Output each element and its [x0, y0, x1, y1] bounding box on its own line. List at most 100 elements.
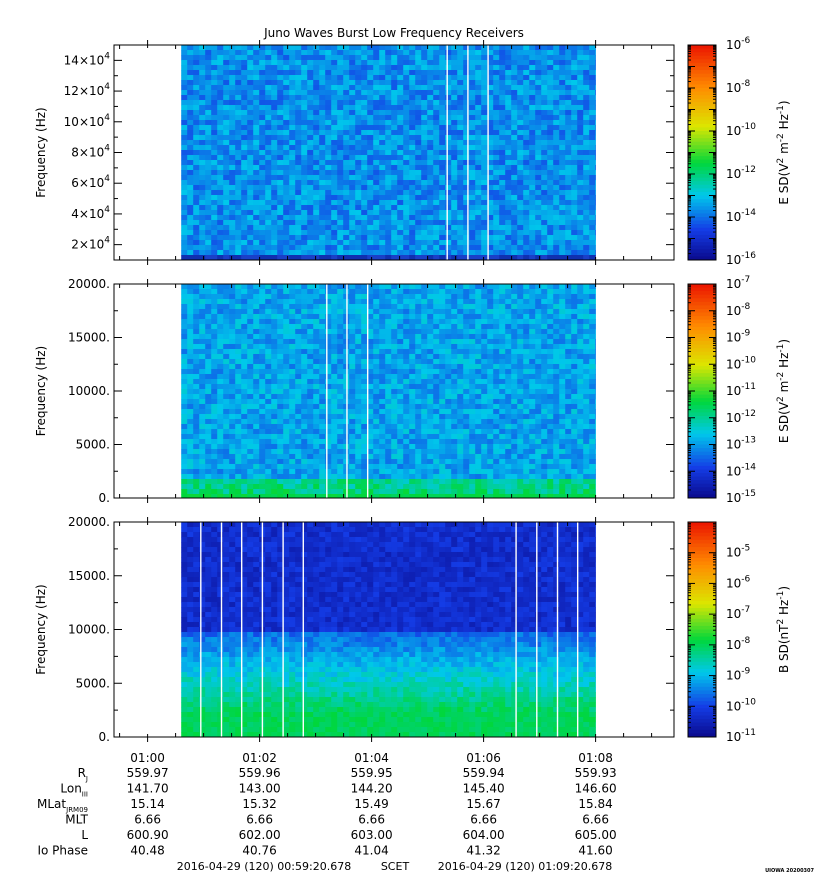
colorbar-strip — [688, 480, 716, 485]
colorbar-strip — [688, 383, 716, 388]
ephemeris-value: 559.93 — [575, 766, 617, 780]
ephemeris-label: L — [81, 828, 88, 842]
time-tick-label: 01:00 — [130, 751, 165, 765]
colorbar-strip — [688, 217, 716, 221]
colorbar-strip — [688, 138, 716, 143]
colorbar-strip — [688, 433, 716, 438]
colorbar-strip — [688, 59, 716, 64]
colorbar-strip — [688, 220, 716, 225]
panel-3-spectrogram — [181, 522, 596, 738]
colorbar-strip — [688, 105, 716, 110]
panel-1: 2×104 4×104 6×104 8×104 10×104 12×104 14×104 Fr… — [34, 36, 791, 267]
ephemeris-value: 6.66 — [582, 813, 609, 827]
figure-title: Juno Waves Burst Low Frequency Receivers — [263, 26, 524, 40]
y-tick-label: 20000. — [68, 277, 110, 291]
colorbar-strip — [688, 113, 716, 118]
time-tick-label: 01:08 — [578, 751, 613, 765]
colorbar-strip — [688, 294, 716, 299]
colorbar-strip — [688, 84, 716, 89]
colorbar-strip — [688, 312, 716, 317]
colorbar-strip — [688, 319, 716, 324]
ephemeris-value: 40.76 — [242, 844, 276, 858]
colorbar-title: E SD(V2 m-2 Hz-1) — [776, 339, 791, 443]
colorbar-strip — [688, 600, 716, 605]
colorbar-strip — [688, 316, 716, 321]
colorbar-strip — [688, 586, 716, 591]
ephemeris-value: 145.40 — [463, 782, 505, 796]
colorbar-strip — [688, 532, 716, 537]
ephemeris-value: 6.66 — [470, 813, 497, 827]
panel-1-colorbar: 10-16 10-14 10-12 10-10 10-8 10-6 E SD(V2 m-2 … — [687, 36, 791, 267]
colorbar-strip — [688, 326, 716, 331]
ephemeris-value: 141.70 — [127, 782, 169, 796]
colorbar-strip — [688, 199, 716, 204]
colorbar-strip — [688, 131, 716, 135]
colorbar-strip — [688, 55, 716, 60]
footer-scet-label: SCET — [381, 860, 410, 873]
panel-3-colorbar: 10-11 10-10 10-9 10-8 10-7 10-6 10-5 B SD(nT2 H… — [687, 521, 791, 744]
colorbar-strip — [688, 184, 716, 189]
colorbar-strip — [688, 116, 716, 121]
colorbar-strip — [688, 301, 716, 306]
colorbar-strip — [688, 156, 716, 161]
colorbar-strip — [688, 120, 716, 125]
colorbar-tick-label: 10-8 — [726, 79, 751, 95]
ephemeris-value: 600.90 — [127, 828, 169, 842]
colorbar-tick-label: 10-12 — [726, 165, 756, 181]
colorbar-strip — [688, 102, 716, 107]
colorbar-strip — [688, 458, 716, 463]
colorbar-strip — [688, 430, 716, 435]
colorbar-strip — [688, 557, 716, 562]
colorbar-tick-label: 10-7 — [726, 275, 750, 291]
colorbar-strip — [688, 575, 716, 580]
colorbar-tick-label: 10-8 — [726, 636, 751, 652]
colorbar-strip — [688, 242, 716, 247]
colorbar-strip — [688, 676, 716, 681]
colorbar-strip — [688, 394, 716, 399]
colorbar-strip — [688, 708, 716, 713]
colorbar-tick-label: 10-10 — [726, 355, 756, 371]
colorbar-strip — [688, 66, 716, 71]
colorbar-strip — [688, 284, 716, 288]
colorbar-strip — [688, 298, 716, 303]
colorbar-strip — [688, 593, 716, 598]
y-tick-label: 12×104 — [64, 82, 111, 98]
colorbar-strip — [688, 565, 716, 569]
colorbar-strip — [688, 494, 716, 499]
ephemeris-value: 40.48 — [130, 844, 164, 858]
colorbar-strip — [688, 177, 716, 182]
y-tick-label: 2×104 — [71, 236, 110, 252]
ephemeris-value: 6.66 — [358, 813, 385, 827]
colorbar-strip — [688, 141, 716, 146]
panel-2-colorbar: 10-15 10-14 10-13 10-12 10-11 10-10 10-9 10-8 10… — [687, 275, 791, 505]
colorbar-strip — [688, 391, 716, 395]
colorbar-strip — [688, 73, 716, 78]
colorbar-strip — [688, 579, 716, 584]
ephemeris-value: 6.66 — [246, 813, 273, 827]
colorbar-strip — [688, 483, 716, 488]
colorbar-strip — [688, 719, 716, 724]
colorbar-strip — [688, 572, 716, 577]
colorbar-strip — [688, 323, 716, 328]
colorbar-strip — [688, 380, 716, 385]
ephemeris-label: MLatJRM09 — [37, 797, 88, 814]
colorbar-strip — [688, 704, 716, 709]
colorbar-strip — [688, 590, 716, 595]
colorbar-strip — [688, 408, 716, 413]
colorbar-strip — [688, 615, 716, 620]
colorbar-tick-label: 10-11 — [726, 382, 756, 398]
colorbar-strip — [688, 188, 716, 193]
colorbar-strip — [688, 206, 716, 211]
colorbar-strip — [688, 405, 716, 410]
ephemeris-value: 603.00 — [351, 828, 393, 842]
colorbar-strip — [688, 672, 716, 677]
ephemeris-value: 41.04 — [354, 844, 388, 858]
colorbar-strip — [688, 661, 716, 666]
colorbar-strip — [688, 651, 716, 655]
colorbar-strip — [688, 665, 716, 670]
y-tick-label: 8×104 — [71, 144, 110, 160]
colorbar-strip — [688, 473, 716, 477]
colorbar-strip — [688, 98, 716, 103]
colorbar-strip — [688, 683, 716, 688]
y-tick-label: 4×104 — [71, 205, 110, 221]
